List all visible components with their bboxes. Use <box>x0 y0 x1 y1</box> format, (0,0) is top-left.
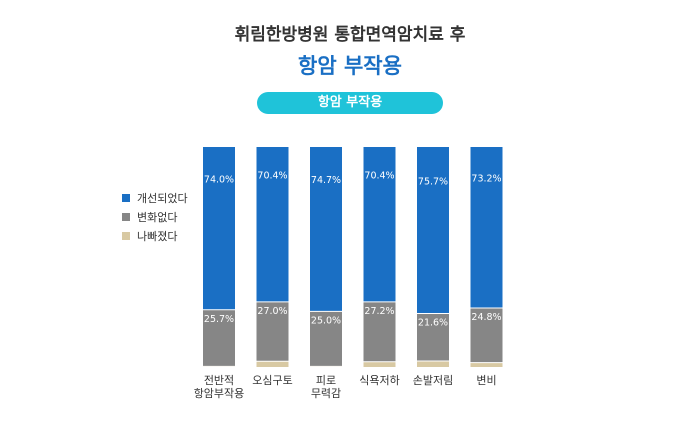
data-label-nochange-1: 27.0% <box>257 306 287 317</box>
data-label-nochange-2: 25.0% <box>311 315 341 326</box>
data-label-improved-2: 74.7% <box>311 175 341 186</box>
legend-item-worse: 나빠졌다 <box>122 226 188 245</box>
bar-nochange-3 <box>363 301 396 362</box>
data-label-nochange-5: 24.8% <box>471 312 501 323</box>
category-label-5: 변비 <box>476 374 496 387</box>
bar-improved-0 <box>203 147 235 310</box>
legend-label-nochange: 변화없다 <box>137 210 178 224</box>
bar-improved-1 <box>256 147 289 302</box>
bar-nochange-1 <box>256 301 289 362</box>
data-label-nochange-4: 21.6% <box>418 318 448 329</box>
category-label-1: 오심구토 <box>252 374 292 387</box>
bar-nochange-0 <box>203 309 235 367</box>
category-label-3: 식욕저하 <box>359 373 399 387</box>
bar-nochange-2 <box>310 311 342 367</box>
category-label-0: 전반적 항암부작용 <box>194 374 245 400</box>
legend-label-improved: 개선되었다 <box>137 191 188 205</box>
bar-nochange-4 <box>417 313 449 362</box>
chart-title-line1: 휘림한방병원 통합면역암치료 후 <box>234 25 466 45</box>
data-label-nochange-0: 25.7% <box>204 314 234 325</box>
bar-worse-3 <box>363 361 396 367</box>
bar-improved-5 <box>470 147 503 309</box>
legend-label-worse: 나빠졌다 <box>137 229 178 243</box>
data-label-improved-0: 74.0% <box>204 174 234 185</box>
bar-worse-5 <box>470 362 503 367</box>
legend-item-improved: 개선되었다 <box>122 188 188 207</box>
legend-item-nochange: 변화없다 <box>122 207 188 226</box>
data-label-nochange-3: 27.2% <box>364 306 394 317</box>
legend-swatch-improved <box>122 193 130 202</box>
legend-swatch-nochange <box>122 212 130 221</box>
bar-nochange-5 <box>470 308 503 363</box>
bar-improved-4 <box>417 147 449 314</box>
bar-worse-1 <box>256 361 289 367</box>
chart-subtitle-pill: 항암 부작용 <box>257 92 443 114</box>
chart-title-line2: 항암 부작용 <box>298 54 402 78</box>
legend: 개선되었다 변화없다 나빠졌다 <box>122 188 188 245</box>
data-label-improved-1: 70.4% <box>257 170 287 181</box>
category-label-2: 피로 무력감 <box>311 374 341 400</box>
data-label-improved-3: 70.4% <box>364 170 394 181</box>
bar-improved-2 <box>310 147 342 312</box>
data-label-improved-5: 73.2% <box>471 174 501 185</box>
category-label-4: 손발저림 <box>413 374 453 387</box>
bar-worse-4 <box>417 361 449 367</box>
data-label-improved-4: 75.7% <box>418 176 448 187</box>
legend-swatch-worse <box>122 231 130 240</box>
bar-improved-3 <box>363 147 396 302</box>
